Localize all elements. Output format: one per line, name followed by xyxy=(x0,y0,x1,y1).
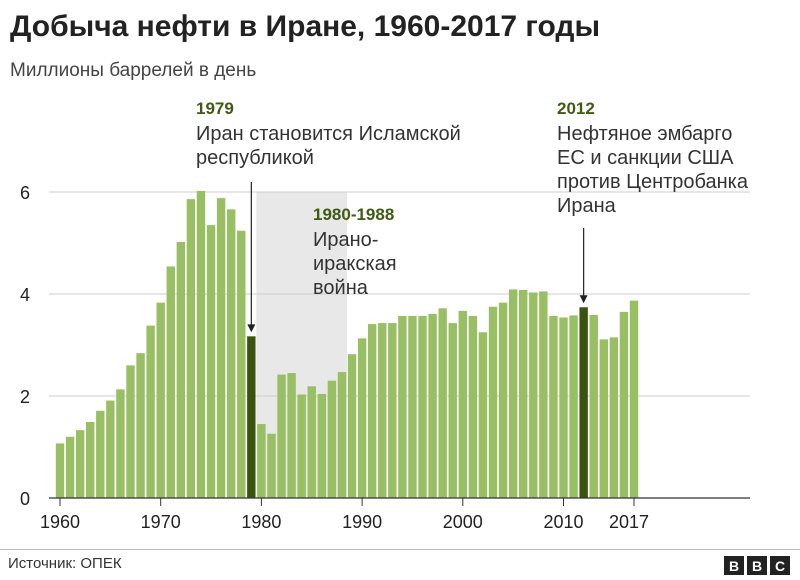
bar-1968 xyxy=(136,353,145,498)
bar-1993 xyxy=(388,323,397,498)
bar-1989 xyxy=(347,354,357,498)
bar-1983 xyxy=(287,373,296,498)
bar-1996 xyxy=(418,315,427,498)
bar-1967 xyxy=(126,365,135,498)
bar-1994 xyxy=(398,315,407,498)
chart-title: Добыча нефти в Иране, 1960-2017 годы xyxy=(10,10,601,43)
bar-1988 xyxy=(337,372,347,498)
x-tick-label-1960: 1960 xyxy=(40,512,80,532)
bar-1980 xyxy=(257,424,266,498)
bar-2007 xyxy=(529,292,538,498)
bar-2015 xyxy=(609,337,619,498)
annotation-text-1-1: иракская xyxy=(313,253,397,275)
chart-subtitle: Миллионы баррелей в день xyxy=(10,60,257,81)
bar-1961 xyxy=(65,436,75,498)
annotation-text-0-0: Иран становится Исламской xyxy=(196,123,461,145)
bar-1966 xyxy=(116,389,125,498)
bar-1995 xyxy=(408,315,417,498)
bar-2010 xyxy=(559,317,568,498)
bar-1962 xyxy=(75,430,85,498)
annotation-text-2-3: Ирана xyxy=(557,195,617,217)
bar-1991 xyxy=(367,324,377,498)
bar-1987 xyxy=(327,380,337,498)
bar-1999 xyxy=(448,323,457,498)
bar-2017 xyxy=(629,300,639,498)
bar-2009 xyxy=(549,315,558,498)
bar-2013 xyxy=(589,314,598,498)
bar-1979 xyxy=(247,336,256,498)
bar-2003 xyxy=(488,306,498,498)
bar-1974 xyxy=(196,190,206,499)
annotation-arrowhead-2 xyxy=(579,295,588,304)
x-tick-label-1980: 1980 xyxy=(241,512,281,532)
x-tick-label-2017: 2017 xyxy=(609,512,649,532)
source-note: Источник: ОПЕК xyxy=(8,555,122,572)
y-tick-label-6: 6 xyxy=(20,183,30,203)
bar-1977 xyxy=(226,209,236,498)
bar-1972 xyxy=(176,241,186,499)
bar-1971 xyxy=(166,266,175,498)
bar-1997 xyxy=(428,313,437,498)
bar-1985 xyxy=(307,386,316,498)
bar-1981 xyxy=(267,433,276,498)
bar-2000 xyxy=(458,310,467,498)
bar-2012 xyxy=(579,307,588,498)
footer-divider xyxy=(0,549,800,550)
bar-1986 xyxy=(317,393,327,498)
bar-1976 xyxy=(216,198,226,498)
annotation-year-2: 2012 xyxy=(557,99,595,118)
bar-1964 xyxy=(96,410,105,498)
annotation-text-2-0: Нефтяное эмбарго xyxy=(557,123,732,145)
annotation-text-0-1: республикой xyxy=(196,147,314,169)
x-tick-label-1970: 1970 xyxy=(141,512,181,532)
bar-1975 xyxy=(206,225,216,498)
x-tick-label-2000: 2000 xyxy=(443,512,483,532)
annotation-text-1-0: Ирано- xyxy=(313,229,378,251)
x-tick-label-2010: 2010 xyxy=(543,512,583,532)
bar-2006 xyxy=(519,289,528,498)
annotation-year-1: 1980-1988 xyxy=(313,205,394,224)
bar-2005 xyxy=(508,289,518,498)
bar-2008 xyxy=(539,291,548,498)
bar-2014 xyxy=(599,339,608,498)
bbc-logo: B B C xyxy=(724,556,790,575)
bar-1978 xyxy=(237,230,246,498)
bar-1982 xyxy=(277,374,286,498)
bar-2016 xyxy=(619,311,629,498)
logo-letter-c: C xyxy=(770,556,790,575)
bar-2004 xyxy=(498,302,508,498)
bar-1973 xyxy=(186,199,196,498)
annotation-text-1-2: война xyxy=(313,277,369,299)
annotation-text-2-2: против Центробанка xyxy=(557,171,749,193)
x-tick-label-1990: 1990 xyxy=(342,512,382,532)
bar-2002 xyxy=(478,332,488,498)
bar-1970 xyxy=(156,302,165,498)
bar-1963 xyxy=(86,422,95,498)
bar-1992 xyxy=(378,323,387,498)
annotation-arrowhead-0 xyxy=(247,324,256,333)
bar-1984 xyxy=(297,394,306,498)
bar-2001 xyxy=(468,315,478,498)
annotation-text-2-1: ЕС и санкции США xyxy=(557,147,734,169)
y-tick-label-4: 4 xyxy=(20,285,30,305)
bar-1998 xyxy=(438,308,447,498)
y-tick-label-0: 0 xyxy=(20,489,30,509)
bar-2011 xyxy=(569,315,578,498)
logo-letter-b1: B xyxy=(724,556,744,575)
y-tick-label-2: 2 xyxy=(20,387,30,407)
logo-letter-b2: B xyxy=(747,556,767,575)
bar-1969 xyxy=(146,325,155,498)
bar-1965 xyxy=(106,400,115,498)
oil-production-chart: 0 2 4 6 1960 1970 1980 1990 2000 2010 2017 1979 Ир… xyxy=(20,99,750,532)
bar-1960 xyxy=(55,443,65,498)
bar-1990 xyxy=(357,338,367,498)
annotation-year-0: 1979 xyxy=(196,99,234,118)
